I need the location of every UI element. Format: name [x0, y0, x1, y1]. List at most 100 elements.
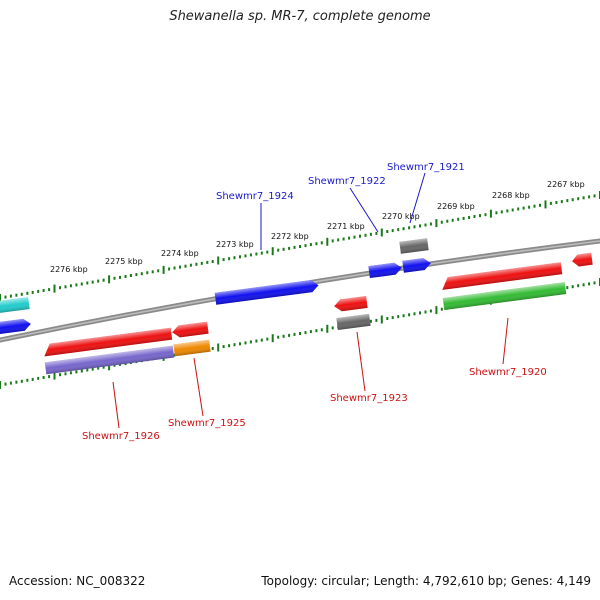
minor-tick [59, 286, 61, 290]
minor-tick [249, 253, 252, 257]
tick-label: 2271 kbp [327, 222, 365, 231]
minor-tick [282, 247, 285, 251]
reverse-strand-genes [43, 252, 593, 375]
minor-tick [375, 231, 378, 235]
minor-tick [20, 379, 23, 383]
minor-tick [233, 343, 236, 347]
minor-tick [239, 255, 241, 259]
minor-tick [168, 267, 171, 271]
minor-tick [26, 291, 29, 295]
minor-tick [528, 205, 531, 209]
gene-red-mid[interactable] [333, 295, 368, 312]
minor-tick [582, 196, 585, 200]
minor-tick [173, 353, 176, 357]
tick-label: 2273 kbp [216, 240, 254, 249]
major-tick [435, 306, 438, 315]
minor-tick [9, 381, 12, 385]
minor-tick [266, 337, 269, 341]
gene-red-1925a[interactable] [171, 321, 209, 339]
major-tick [326, 237, 329, 246]
minor-tick [413, 225, 416, 229]
gene-label[interactable]: Shewmr7_1923 [330, 393, 408, 404]
minor-tick [4, 295, 7, 299]
minor-tick [59, 373, 61, 377]
minor-tick [331, 326, 334, 330]
major-tick [162, 265, 165, 274]
gene-shewmr7-1920[interactable] [442, 282, 567, 311]
minor-tick [211, 260, 214, 263]
gene-label[interactable]: Shewmr7_1926 [82, 431, 160, 442]
minor-tick [337, 238, 340, 242]
minor-tick [86, 368, 89, 372]
gene-label[interactable]: Shewmr7_1922 [308, 176, 386, 187]
minor-tick [522, 206, 525, 210]
gene-red-far-right[interactable] [571, 252, 593, 268]
major-tick [271, 247, 274, 256]
minor-tick [4, 382, 7, 386]
minor-tick [473, 215, 476, 218]
minor-tick [413, 312, 416, 316]
minor-tick [37, 376, 40, 380]
gene-blue-left[interactable] [0, 318, 32, 335]
minor-tick [566, 199, 569, 203]
gene-shewmr7-1924[interactable] [214, 279, 320, 305]
gene-shewmr7-1923[interactable] [336, 313, 371, 331]
scale-track-top [0, 191, 600, 302]
minor-tick [299, 332, 301, 335]
gene-label[interactable]: Shewmr7_1925 [168, 418, 246, 429]
minor-tick [244, 341, 247, 345]
gene-red-right[interactable] [441, 262, 563, 290]
minor-tick [582, 283, 585, 287]
gene-shewmr7-1921[interactable] [402, 257, 431, 273]
gene-shewmr7-1925[interactable] [173, 339, 211, 357]
minor-tick [304, 244, 307, 248]
major-tick [0, 294, 1, 302]
major-tick [326, 324, 329, 333]
minor-tick [189, 263, 192, 267]
gene-shewmr7-1922[interactable] [368, 262, 402, 279]
gene-cyan-left[interactable] [0, 297, 30, 314]
minor-tick [566, 286, 569, 290]
minor-tick [102, 365, 105, 369]
minor-tick [260, 251, 263, 255]
minor-tick [86, 281, 89, 285]
gene-shewmr7-1926[interactable] [44, 345, 175, 375]
minor-tick [315, 242, 318, 246]
tick-label: 2272 kbp [271, 232, 309, 241]
minor-tick [200, 261, 203, 265]
gene-label[interactable]: Shewmr7_1921 [387, 162, 465, 173]
minor-tick [457, 217, 460, 221]
gene-shewmr7-1926-red[interactable] [43, 327, 173, 357]
minor-tick [206, 260, 209, 264]
gene-label[interactable]: Shewmr7_1924 [216, 191, 294, 202]
minor-tick [342, 237, 345, 241]
major-tick [108, 362, 111, 371]
major-tick [544, 200, 547, 209]
minor-tick [462, 216, 465, 220]
minor-tick [419, 224, 421, 228]
minor-tick [37, 289, 40, 293]
gene-labels-top: Shewmr7_1924 Shewmr7_1922 Shewmr7_1921 [216, 162, 465, 250]
minor-tick [135, 273, 138, 277]
minor-tick [266, 250, 269, 254]
minor-tick [348, 236, 351, 240]
minor-tick [479, 214, 481, 218]
major-tick [380, 228, 383, 237]
minor-tick [495, 211, 498, 215]
minor-tick [408, 226, 411, 230]
minor-tick [184, 264, 187, 268]
minor-tick [560, 200, 563, 204]
genome-summary-text: Topology: circular; Length: 4,792,610 bp… [261, 574, 591, 588]
minor-tick [222, 258, 225, 262]
genome-title: Shewanella sp. MR-7, complete genome [169, 9, 431, 24]
minor-tick [593, 194, 596, 198]
minor-tick [533, 204, 536, 208]
minor-tick [255, 339, 258, 343]
gene-gray-top[interactable] [399, 238, 429, 254]
gene-label[interactable]: Shewmr7_1920 [469, 367, 547, 378]
minor-tick [588, 282, 591, 286]
minor-tick [26, 378, 29, 382]
major-tick [217, 256, 220, 265]
minor-tick [506, 209, 509, 213]
minor-tick [593, 281, 596, 285]
